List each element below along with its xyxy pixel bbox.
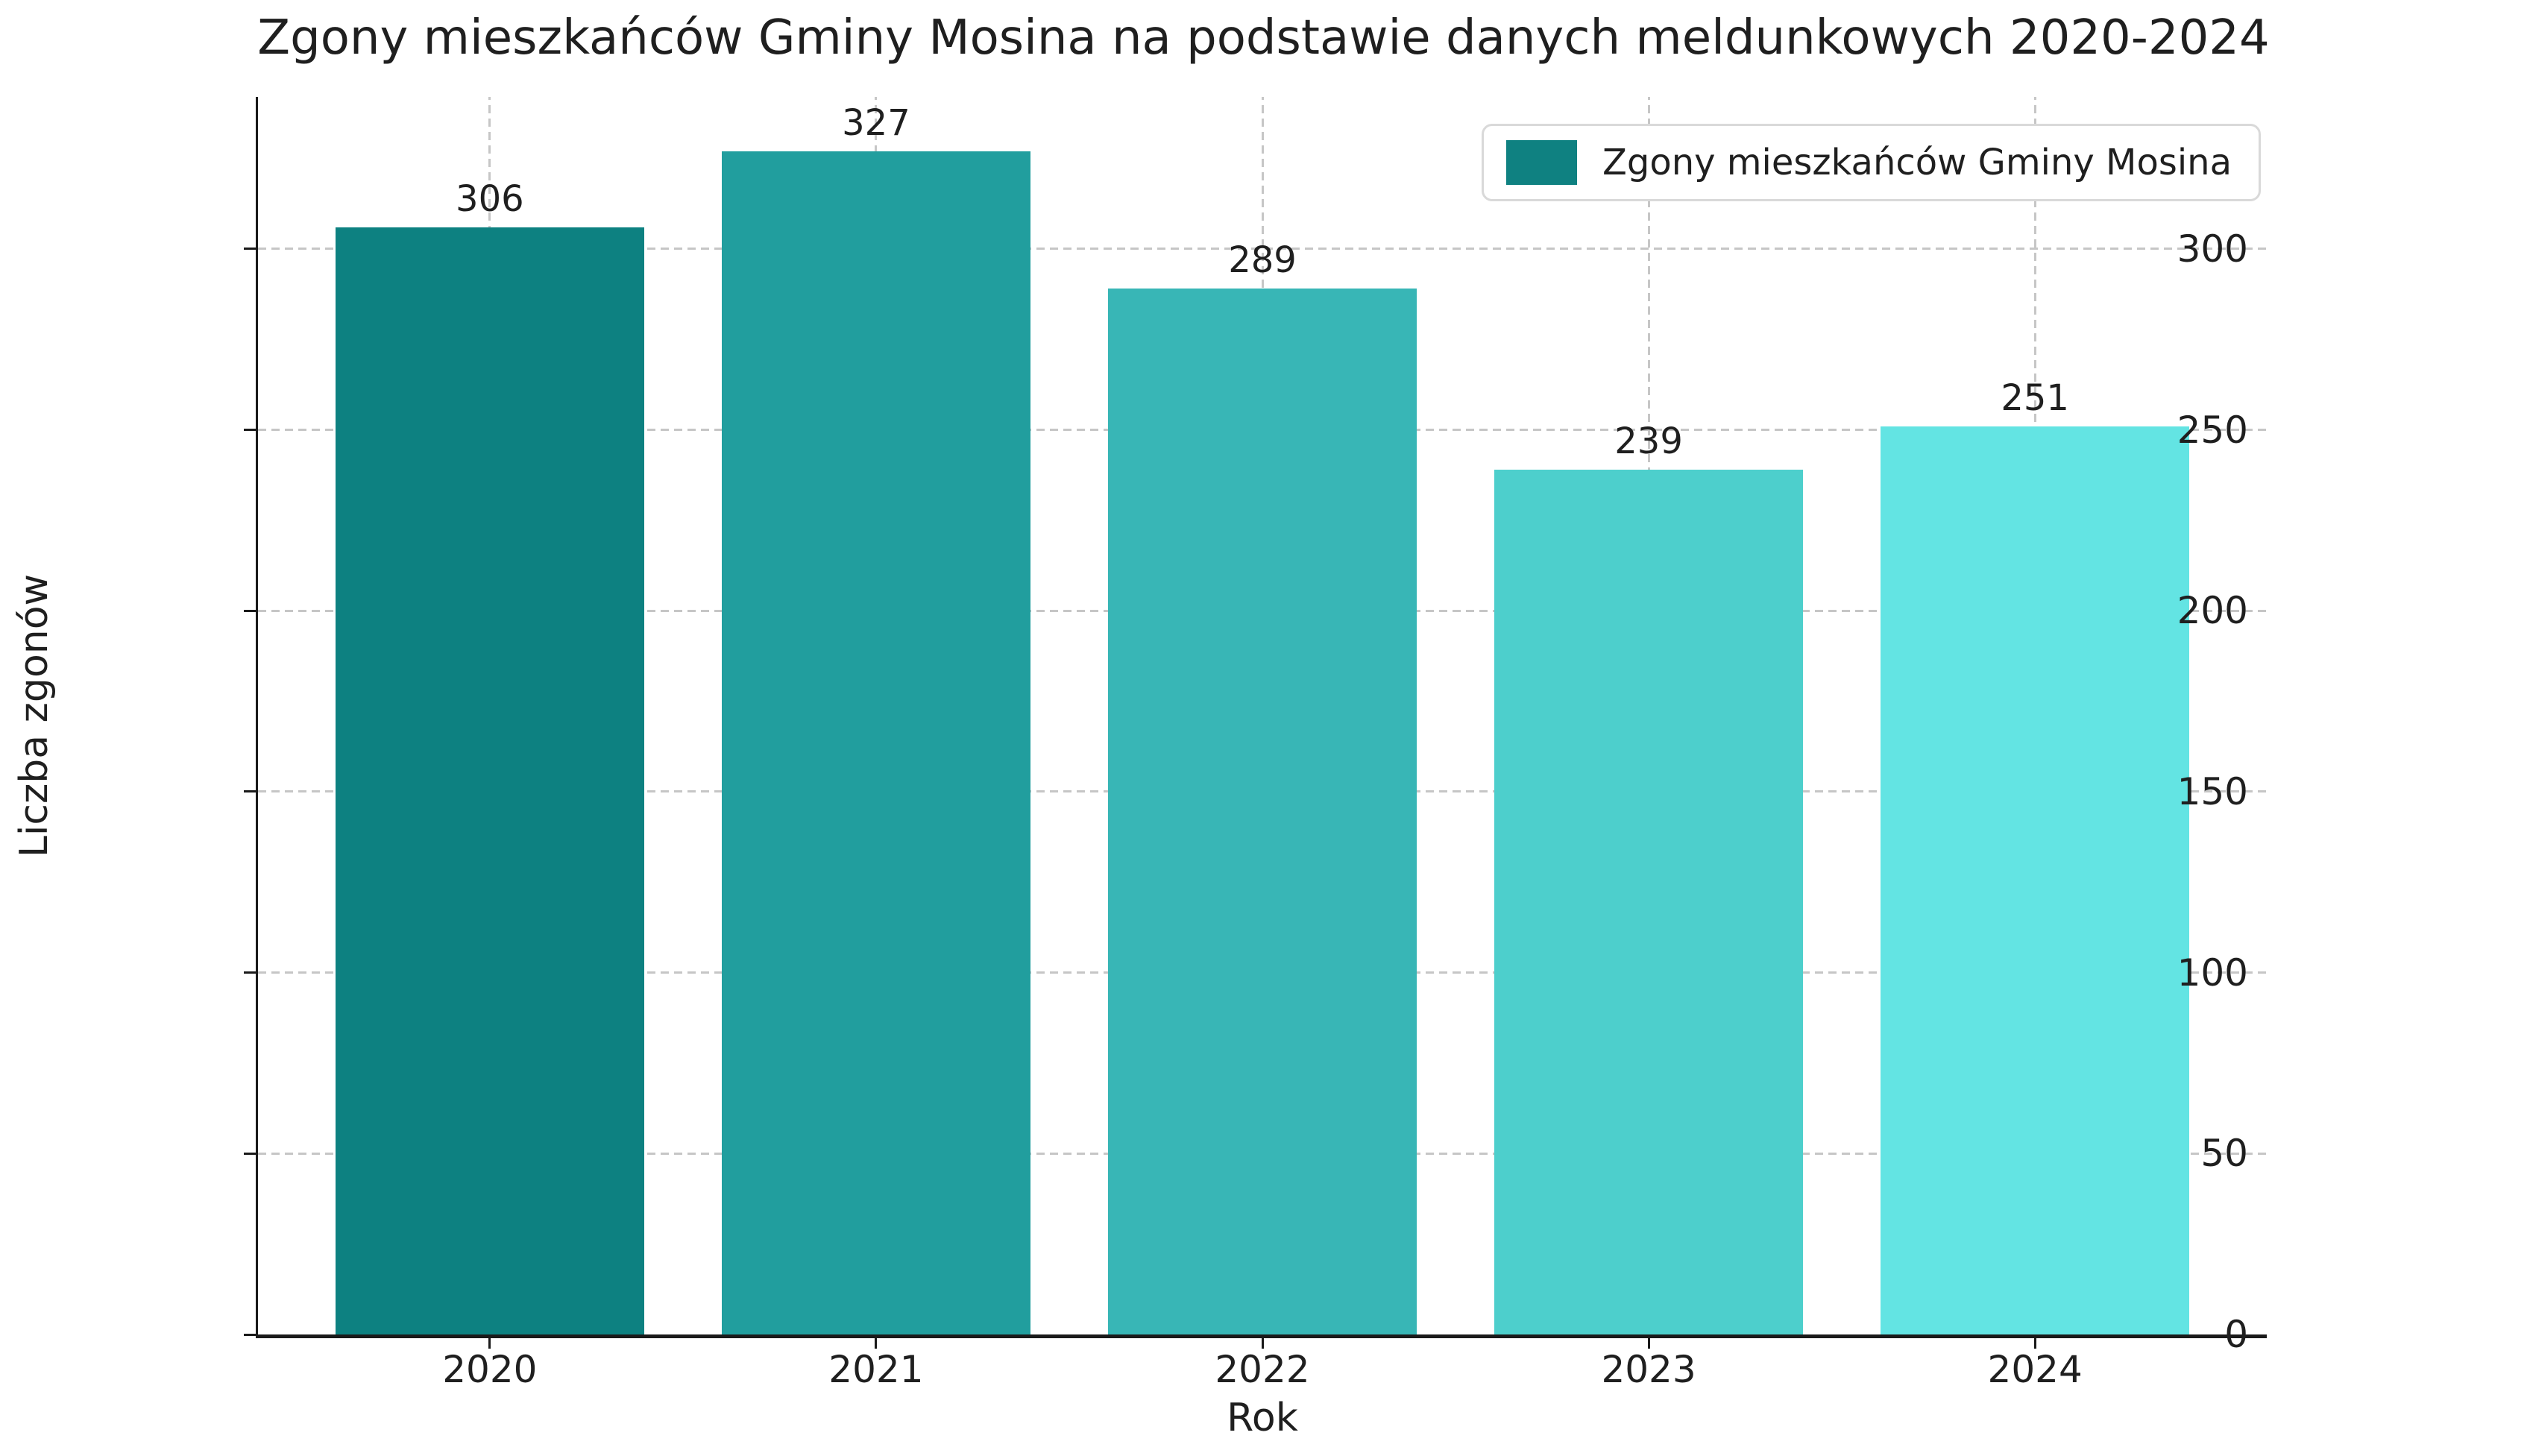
- y-tick-mark: [244, 971, 256, 974]
- plot-area: 306 327 289 239 251: [244, 97, 2267, 1349]
- x-tick-mark: [1647, 1338, 1650, 1349]
- y-tick-mark: [244, 1333, 256, 1336]
- y-tick-label: 100: [2177, 951, 2248, 995]
- bar-value-label: 306: [456, 177, 524, 220]
- y-tick-label: 250: [2177, 408, 2248, 452]
- y-tick-label: 300: [2177, 227, 2248, 271]
- bar-2024: [1880, 426, 2190, 1334]
- x-tick-label: 2024: [1987, 1348, 2083, 1391]
- x-tick-label: 2023: [1601, 1348, 1696, 1391]
- bar-2023: [1494, 469, 1804, 1334]
- bar-value-label: 251: [2001, 376, 2069, 419]
- y-tick-mark: [244, 248, 256, 250]
- x-tick-mark: [875, 1338, 878, 1349]
- x-tick-label: 2022: [1215, 1348, 1310, 1391]
- legend: Zgony mieszkańców Gminy Mosina: [1481, 124, 2261, 201]
- y-tick-label: 50: [2200, 1132, 2248, 1176]
- x-axis-spine: [256, 1334, 2267, 1338]
- y-axis-label: Liczba zgonów: [12, 573, 57, 858]
- y-tick-mark: [244, 790, 256, 793]
- y-tick-mark: [244, 429, 256, 432]
- x-tick-mark: [488, 1338, 491, 1349]
- y-tick-label: 150: [2177, 769, 2248, 813]
- x-tick-label: 2021: [828, 1348, 924, 1391]
- legend-entry-label: Zgony mieszkańców Gminy Mosina: [1602, 142, 2232, 183]
- y-tick-label: 0: [2224, 1313, 2248, 1356]
- bar-value-label: 239: [1614, 420, 1683, 462]
- x-tick-mark: [1261, 1338, 1264, 1349]
- bar-value-label: 327: [842, 101, 910, 144]
- chart-title: Zgony mieszkańców Gminy Mosina na podsta…: [257, 10, 2270, 66]
- x-tick-mark: [2033, 1338, 2036, 1349]
- bar-2022: [1107, 289, 1417, 1334]
- bar-value-label: 289: [1228, 239, 1297, 282]
- bar-2021: [721, 151, 1031, 1334]
- x-axis-label: Rok: [1227, 1396, 1298, 1440]
- y-tick-mark: [244, 609, 256, 612]
- x-tick-label: 2020: [442, 1348, 538, 1391]
- legend-swatch: [1505, 140, 1577, 185]
- y-axis-spine: [256, 97, 258, 1337]
- bar-2020: [335, 227, 645, 1334]
- y-tick-label: 200: [2177, 589, 2248, 633]
- y-tick-mark: [244, 1152, 256, 1155]
